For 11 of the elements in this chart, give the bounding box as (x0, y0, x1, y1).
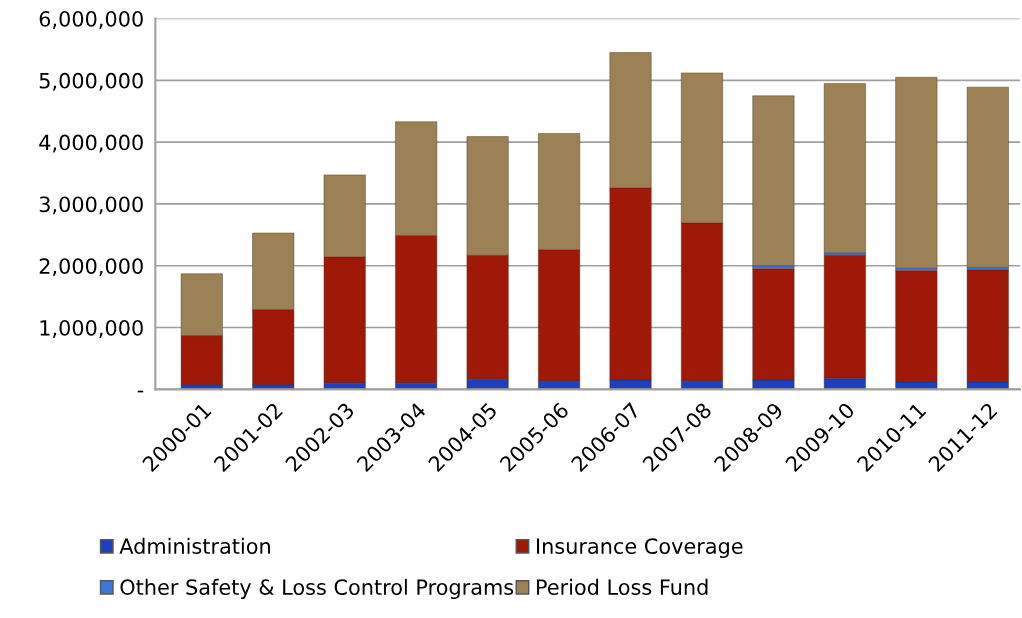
y-tick-label: 2,000,000 (39, 258, 143, 277)
legend-label: Administration (119, 537, 270, 554)
y-tick-label: 1,000,000 (40, 319, 143, 338)
y-tick-label: 3,000,000 (39, 196, 143, 215)
y-tick-label: 4,000,000 (39, 134, 143, 153)
legend-label: Other Safety & Loss Control Programs (120, 578, 514, 600)
y-tick-label: 6,000,000 (39, 10, 143, 29)
legend-label: Period Loss Fund (537, 578, 708, 595)
y-tick-label: 5,000,000 (39, 72, 143, 91)
y-tick-label: - (137, 390, 144, 393)
legend-label: Insurance Coverage (537, 538, 743, 559)
